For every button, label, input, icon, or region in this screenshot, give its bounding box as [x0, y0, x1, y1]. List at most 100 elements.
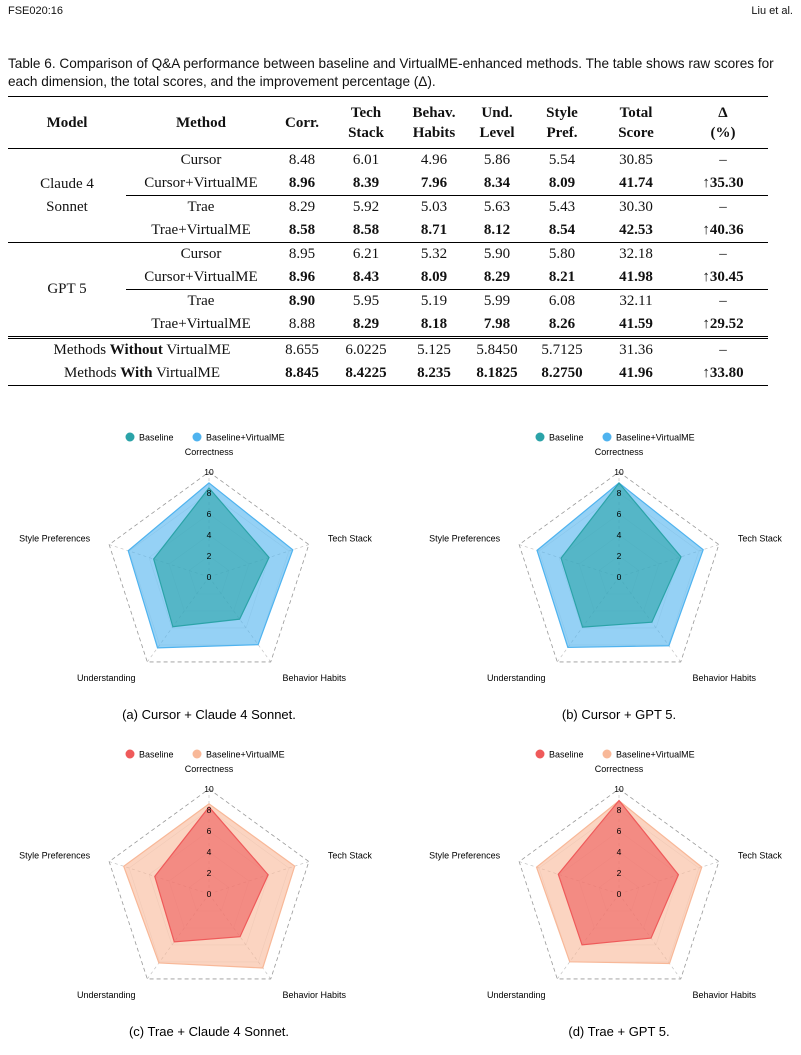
- header-text: Level: [479, 125, 515, 141]
- table-cell: –: [678, 336, 768, 362]
- summary-row: Methods Without VirtualME 8.655 6.0225 5.12…: [8, 336, 768, 362]
- header-text: Pref.: [546, 125, 578, 141]
- table-cell: –: [678, 289, 768, 313]
- table-cell: 41.96: [594, 362, 678, 386]
- column-header: Tech Stack: [328, 96, 404, 149]
- table-cell: ↑40.36: [702, 222, 744, 238]
- legend-marker: [125, 432, 135, 442]
- table-body: Claude 4 Sonnet Cursor 8.48 6.01 4.96 5.86 5.5…: [8, 149, 768, 386]
- table-cell: 8.90: [276, 289, 328, 313]
- table-cell: 8.235: [404, 362, 464, 386]
- table-cell: 6.0225: [328, 336, 404, 362]
- header-text: Habits: [412, 125, 456, 141]
- legend-label: Baseline+VirtualME: [616, 750, 695, 760]
- table-cell: 8.34: [483, 175, 511, 191]
- r-tick-label: 4: [207, 847, 212, 857]
- table-cell: 8.845: [276, 362, 328, 386]
- radar-chart: Baseline Baseline+VirtualME 0 2 4 6 8 10 Correct…: [19, 749, 373, 1039]
- table-row: GPT 5 Cursor 8.95 6.21 5.32 5.90 5.80 32.18–: [8, 242, 768, 338]
- table-cell: 8.29: [483, 269, 511, 285]
- table-cell: Trae: [126, 289, 276, 313]
- table-cell: ↑35.30: [702, 175, 744, 191]
- table-cell: 8.18: [420, 316, 448, 332]
- table-caption: Table 6. Comparison of Q&A performance b…: [8, 56, 774, 89]
- table-cell: 5.99: [464, 289, 530, 313]
- column-header: Δ (%): [678, 96, 768, 149]
- table-cell: 5.90: [464, 242, 530, 266]
- axis-label: Style Preferences: [19, 850, 91, 860]
- table-cell: 5.7125: [530, 336, 594, 362]
- header-text: (%): [710, 125, 736, 141]
- table-cell: 8.29: [352, 316, 380, 332]
- table-cell: 5.63: [464, 195, 530, 219]
- axis-label: Tech Stack: [328, 850, 373, 860]
- figure-caption: (c) Trae + Claude 4 Sonnet.: [129, 1024, 289, 1039]
- table-cell: 7.96: [420, 175, 448, 191]
- legend-label: Baseline+VirtualME: [616, 433, 695, 443]
- radar-area: [154, 806, 269, 943]
- r-tick-label: 6: [207, 826, 212, 836]
- table-cell: 8.48: [288, 152, 316, 168]
- axis-label: Behavior Habits: [692, 673, 756, 683]
- header-text: Corr.: [284, 115, 320, 131]
- table-cell: 8.39: [352, 175, 380, 191]
- r-tick-label: 10: [614, 784, 624, 794]
- table-cell: 5.95: [328, 289, 404, 313]
- label-part: Without: [109, 342, 163, 358]
- table-cell: Cursor: [126, 242, 276, 266]
- r-tick-label: 6: [617, 826, 622, 836]
- table-cell: 5.125: [404, 336, 464, 362]
- legend-label: Baseline: [549, 750, 584, 760]
- table-cell: 32.18: [594, 242, 678, 266]
- header-text: Behav.: [412, 105, 456, 121]
- header-text: Method: [176, 115, 226, 131]
- table-row: Trae 8.90 5.95 5.19 5.99 6.08 32.11–: [8, 289, 768, 313]
- axis-label: Understanding: [77, 673, 136, 683]
- r-tick-label: 8: [617, 805, 622, 815]
- model-cell: GPT 5: [8, 242, 126, 338]
- legend-marker: [535, 749, 545, 759]
- table-cell: 5.86: [483, 152, 511, 168]
- r-tick-label: 2: [617, 868, 622, 878]
- table-cell: 8.2750: [530, 362, 594, 386]
- axis-label: Understanding: [487, 673, 546, 683]
- table-cell: 41.98: [619, 269, 653, 285]
- axis-label: Behavior Habits: [282, 990, 346, 1000]
- table-cell: 6.21: [328, 242, 404, 266]
- table-cell: Cursor+VirtualME: [144, 269, 258, 285]
- legend-marker: [125, 749, 135, 759]
- axis-label: Correctness: [185, 447, 234, 457]
- r-tick-label: 4: [207, 530, 212, 540]
- table-cell: 5.8450: [464, 336, 530, 362]
- r-tick-label: 8: [617, 488, 622, 498]
- table-row: Trae 8.29 5.92 5.03 5.63 5.43 30.30–: [8, 195, 768, 219]
- header-text: Tech: [350, 105, 382, 121]
- legend-marker: [535, 432, 545, 442]
- figure-caption: (d) Trae + GPT 5.: [568, 1024, 669, 1039]
- r-tick-label: 10: [204, 784, 214, 794]
- table-cell: 7.98: [483, 316, 511, 332]
- table-cell: 30.30: [594, 195, 678, 219]
- header-text: Total: [619, 105, 653, 121]
- table-cell: 8.29: [276, 195, 328, 219]
- table-row: Trae+VirtualME 8.58 8.58 8.71 8.12 8.54 42.53 ↑…: [8, 219, 768, 243]
- table-cell: 8.4225: [328, 362, 404, 386]
- column-header: Behav. Habits: [404, 96, 464, 149]
- table-cell: 8.1825: [464, 362, 530, 386]
- table-cell: 8.12: [483, 222, 511, 238]
- table-cell: Trae+VirtualME: [151, 222, 251, 238]
- r-tick-label: 0: [617, 572, 622, 582]
- column-header: Method: [126, 96, 276, 149]
- axis-label: Style Preferences: [429, 533, 501, 543]
- r-tick-label: 8: [207, 488, 212, 498]
- axis-label: Style Preferences: [429, 850, 501, 860]
- axis-label: Behavior Habits: [692, 990, 756, 1000]
- table-cell: Cursor: [180, 152, 222, 168]
- table-cell: 5.19: [404, 289, 464, 313]
- header-text: Δ: [718, 105, 728, 121]
- axis-label: Tech Stack: [738, 533, 783, 543]
- table-cell: 8.655: [276, 336, 328, 362]
- table-cell: ↑29.52: [702, 316, 744, 332]
- r-tick-label: 6: [207, 509, 212, 519]
- table-cell: 8.58: [352, 222, 380, 238]
